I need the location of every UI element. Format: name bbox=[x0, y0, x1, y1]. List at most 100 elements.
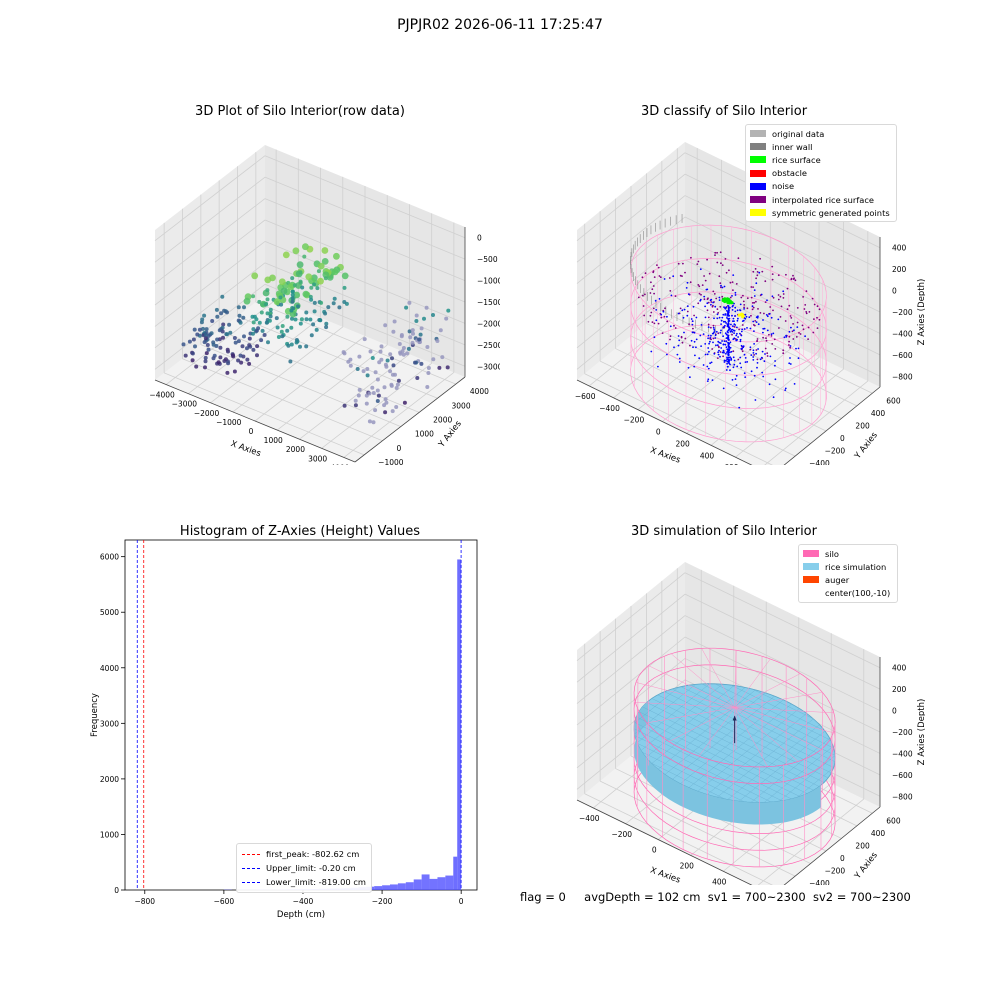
sim-rice-mesh bbox=[657, 694, 829, 779]
classify-noise-point bbox=[762, 375, 765, 378]
sim-y-tick: −400 bbox=[809, 879, 830, 885]
histogram-bar bbox=[405, 882, 414, 890]
classify-noise-point bbox=[752, 359, 755, 361]
classify-interp-point bbox=[714, 254, 716, 256]
raw-point bbox=[290, 316, 294, 321]
sim-rice-mesh bbox=[636, 683, 710, 743]
classify-noise-point bbox=[729, 330, 732, 332]
classify-noise-point bbox=[727, 311, 730, 314]
legend-swatch bbox=[803, 576, 819, 584]
raw-point bbox=[384, 400, 389, 405]
raw-point bbox=[388, 369, 393, 374]
histogram-y-tick: 1000 bbox=[100, 830, 119, 839]
raw-grid-z bbox=[264, 176, 466, 260]
classify-noise-point bbox=[755, 321, 758, 323]
classify-interp-point bbox=[641, 276, 644, 279]
classify-noise-point bbox=[736, 365, 739, 368]
classify-noise-point bbox=[789, 345, 792, 347]
classify-noise-point bbox=[710, 298, 713, 301]
classify-interp-point bbox=[789, 346, 791, 349]
classify-interp-point bbox=[733, 326, 736, 328]
histogram-y-label: Frequency bbox=[90, 693, 100, 737]
classify-noise-point bbox=[748, 316, 751, 319]
classify-noise-point bbox=[650, 350, 653, 353]
raw-point bbox=[323, 311, 328, 316]
classify-interp-point bbox=[750, 314, 752, 317]
classify-grid-z bbox=[684, 259, 881, 356]
raw-x-tick: 2000 bbox=[286, 445, 305, 454]
histogram-x-label: Depth (cm) bbox=[277, 910, 325, 920]
histogram-y-tick: 2000 bbox=[100, 775, 119, 784]
classify-interp-point bbox=[755, 300, 757, 303]
raw-point bbox=[348, 363, 353, 368]
classify-noise-point bbox=[732, 274, 735, 276]
classify-noise-point bbox=[726, 351, 728, 354]
classify-interp-point bbox=[649, 292, 652, 294]
legend-swatch bbox=[750, 143, 766, 151]
raw-point bbox=[309, 285, 314, 290]
classify-noise-point bbox=[777, 318, 780, 321]
classify-noise-point bbox=[728, 310, 730, 312]
classify-noise-point bbox=[736, 339, 739, 341]
raw-point bbox=[232, 336, 237, 340]
classify-interp-point bbox=[756, 274, 759, 277]
classify-noise-point bbox=[774, 378, 777, 381]
sim-silo-spoke bbox=[734, 692, 823, 708]
classify-noise-point bbox=[761, 371, 764, 374]
classify-y-tick: 600 bbox=[886, 396, 901, 405]
raw-point bbox=[379, 357, 384, 362]
classify-interp-point bbox=[637, 296, 640, 299]
classify-noise-point bbox=[660, 313, 663, 316]
sim-y-tick: 600 bbox=[886, 816, 901, 825]
classify-noise-point bbox=[719, 331, 722, 334]
raw-point bbox=[408, 335, 413, 340]
raw-point bbox=[293, 291, 301, 299]
classify-interp-point bbox=[813, 318, 815, 320]
raw-point bbox=[311, 322, 316, 327]
raw-point bbox=[286, 343, 291, 348]
classify-noise-point bbox=[686, 281, 689, 284]
classify-noise-point bbox=[682, 316, 685, 319]
classify-noise-point bbox=[731, 309, 734, 311]
classify-interp-point bbox=[703, 275, 705, 277]
classify-noise-point bbox=[726, 324, 729, 326]
classify-noise-point bbox=[662, 310, 665, 313]
sim-x-tick: −200 bbox=[611, 830, 632, 839]
legend-item: center(100,-10) bbox=[803, 587, 893, 600]
raw-point bbox=[365, 373, 370, 378]
raw-point bbox=[275, 325, 280, 330]
classify-noise-point bbox=[663, 278, 666, 280]
classify-noise-point bbox=[699, 299, 702, 302]
raw-point bbox=[321, 247, 329, 254]
classify-noise-point bbox=[718, 299, 721, 301]
raw-point bbox=[326, 305, 331, 310]
classify-noise-point bbox=[666, 315, 668, 318]
classify-noise-point bbox=[784, 387, 787, 390]
raw-point bbox=[401, 346, 406, 350]
classify-noise-point bbox=[797, 357, 800, 360]
classify-grid-y bbox=[677, 297, 873, 394]
classify-interp-point bbox=[697, 284, 700, 286]
classify-z-tick: 200 bbox=[892, 265, 907, 274]
classify-noise-point bbox=[709, 362, 711, 365]
classify-noise-point bbox=[743, 328, 746, 330]
classify-noise-point bbox=[725, 333, 728, 336]
classify-noise-point bbox=[722, 387, 725, 390]
legend-label: silo bbox=[825, 548, 840, 559]
classify-noise-point bbox=[752, 320, 755, 323]
classify-interp-point bbox=[788, 340, 790, 343]
legend-label: Upper_limit: -0.20 cm bbox=[266, 863, 356, 873]
classify-interp-point bbox=[669, 338, 671, 341]
legend-swatch bbox=[750, 169, 766, 177]
legend-line bbox=[242, 853, 260, 855]
classify-noise-point bbox=[654, 299, 657, 302]
classify-interp-point bbox=[697, 302, 700, 305]
raw-point bbox=[287, 283, 295, 291]
classify-noise-point bbox=[689, 376, 691, 378]
classify-interp-point bbox=[664, 307, 666, 310]
raw-grid-x bbox=[276, 344, 388, 431]
classify-noise-point bbox=[744, 313, 747, 316]
classify-interp-point bbox=[771, 343, 774, 345]
classify-grid-z bbox=[684, 216, 881, 313]
classify-noise-point bbox=[723, 351, 725, 354]
